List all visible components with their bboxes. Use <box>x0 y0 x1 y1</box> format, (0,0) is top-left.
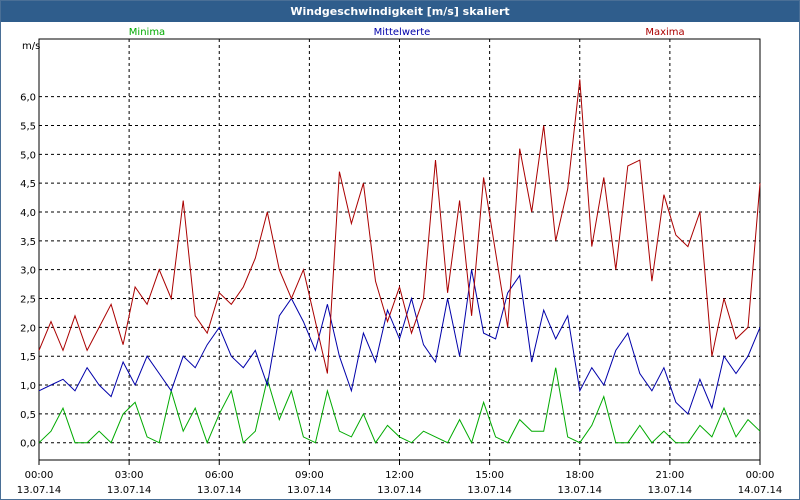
grid <box>39 39 760 460</box>
x-tick-date: 13.07.14 <box>197 485 242 496</box>
window-title: Windgeschwindigkeit [m/s] skaliert <box>1 1 799 22</box>
y-axis-label: m/s <box>22 41 40 52</box>
x-tick-date: 13.07.14 <box>287 485 332 496</box>
x-tick-time: 18:00 <box>565 470 594 481</box>
x-tick-time: 21:00 <box>655 470 684 481</box>
series-line-mittelwerte <box>38 269 761 415</box>
x-tick-date: 13.07.14 <box>648 485 693 496</box>
series-lines <box>38 79 761 445</box>
x-tick-date: 13.07.14 <box>17 485 62 496</box>
x-tick-time: 15:00 <box>475 470 504 481</box>
y-tick-labels: 0,0 0,5 1,0 1,5 2,0 2,5 3,0 3,5 4,0 4,5 5,0 5,5 6,0 <box>20 93 36 450</box>
x-tick-time: 09:00 <box>295 470 324 481</box>
x-tick-date: 13.07.14 <box>377 485 422 496</box>
legend-maxima: Maxima <box>645 27 684 38</box>
y-tick-label: 1,0 <box>20 381 36 392</box>
legend: Minima Mittelwerte Maxima <box>129 27 685 38</box>
y-tick-label: 2,0 <box>20 323 36 334</box>
y-tick-label: 6,0 <box>20 93 36 104</box>
legend-minima: Minima <box>129 27 165 38</box>
x-tick-date: 13.07.14 <box>107 485 152 496</box>
y-tick-label: 0,5 <box>20 410 36 421</box>
y-tick-label: 5,0 <box>20 150 36 161</box>
y-tick-label: 2,5 <box>20 295 36 306</box>
x-tick-time: 00:00 <box>746 470 775 481</box>
series-line-minima <box>38 367 761 445</box>
x-tick-date: 13.07.14 <box>467 485 512 496</box>
y-tick-label: 4,5 <box>20 179 36 190</box>
y-tick-label: 3,0 <box>20 266 36 277</box>
series-line-maxima <box>38 79 761 374</box>
y-tick-label: 4,0 <box>20 208 36 219</box>
x-tick-time: 06:00 <box>205 470 234 481</box>
legend-mittelwerte: Mittelwerte <box>374 27 431 38</box>
y-tick-label: 1,5 <box>20 352 36 363</box>
y-tick-label: 3,5 <box>20 237 36 248</box>
x-tick-date: 14.07.14 <box>738 485 783 496</box>
y-tick-label: 0,0 <box>20 439 36 450</box>
x-tick-labels: 00:00 13.07.14 03:00 13.07.14 06:00 13.07.14 0… <box>17 460 783 496</box>
x-tick-date: 13.07.14 <box>557 485 602 496</box>
y-tick-label: 5,5 <box>20 122 36 133</box>
x-tick-time: 12:00 <box>385 470 414 481</box>
x-tick-time: 00:00 <box>25 470 54 481</box>
x-tick-time: 03:00 <box>115 470 144 481</box>
